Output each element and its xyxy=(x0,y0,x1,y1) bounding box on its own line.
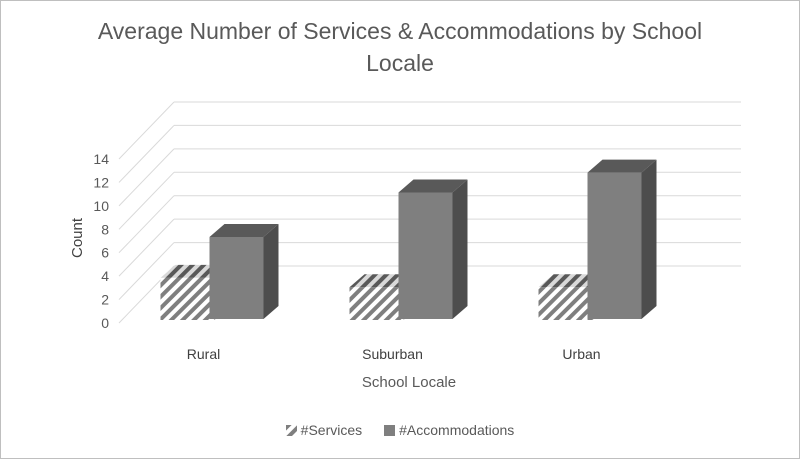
legend-swatch-accommodations xyxy=(384,424,396,436)
bar-accommodations xyxy=(209,224,279,319)
bar-top xyxy=(209,224,279,237)
legend-label-accommodations: #Accommodations xyxy=(399,422,515,438)
legend-item-accommodations: #Accommodations xyxy=(384,422,514,438)
bar-side xyxy=(263,224,279,319)
y-axis-label: Count xyxy=(69,217,86,258)
y-tick-label: 8 xyxy=(101,221,109,237)
bar-front xyxy=(209,237,264,319)
y-tick-label: 4 xyxy=(101,268,109,284)
y-tick-label: 12 xyxy=(93,174,109,190)
y-tick-label: 10 xyxy=(93,198,109,214)
bar-top xyxy=(587,159,657,173)
x-tick-label: Urban xyxy=(562,346,600,362)
bar-accommodations xyxy=(398,179,468,319)
gridline-diagonal xyxy=(118,242,175,300)
gridline-diagonal xyxy=(118,171,175,230)
x-axis-label: School Locale xyxy=(362,374,456,391)
y-axis-ticks: 0 2 4 6 8 10 12 14 xyxy=(93,151,109,331)
gridline-diagonal xyxy=(118,218,175,277)
chart-plot: 0 2 4 6 8 10 12 14 Rural Suburban Urban Count Sch… xyxy=(69,101,741,391)
x-tick-label: Rural xyxy=(187,346,220,362)
y-tick-label: 14 xyxy=(93,151,109,167)
x-tick-label: Suburban xyxy=(362,346,423,362)
chart-title: Average Number of Services & Accommodati… xyxy=(1,15,799,79)
y-tick-label: 0 xyxy=(101,315,109,331)
legend-swatch-services xyxy=(285,424,297,436)
gridline-diagonal xyxy=(118,101,175,160)
bar-side xyxy=(641,159,657,319)
legend-label-services: #Services xyxy=(300,422,363,438)
bar-front xyxy=(587,172,642,319)
gridline-diagonal xyxy=(118,125,175,183)
x-axis-ticks: Rural Suburban Urban xyxy=(187,346,601,362)
gridline-diagonal xyxy=(118,195,175,254)
bar-front xyxy=(160,277,215,320)
y-tick-label: 2 xyxy=(101,292,109,308)
bar-side xyxy=(452,179,468,319)
legend-item-services: #Services xyxy=(285,422,363,438)
y-tick-label: 6 xyxy=(101,245,109,261)
bar-top xyxy=(398,179,468,193)
bars xyxy=(160,159,657,320)
bar-front xyxy=(349,287,404,320)
legend: #Services #Accommodations xyxy=(1,422,799,438)
bar-accommodations xyxy=(587,159,657,319)
gridline-diagonal xyxy=(118,148,175,207)
bar-front xyxy=(398,192,453,319)
bar-front xyxy=(538,287,593,320)
chart-title-text: Average Number of Services & Accommodati… xyxy=(97,18,703,76)
